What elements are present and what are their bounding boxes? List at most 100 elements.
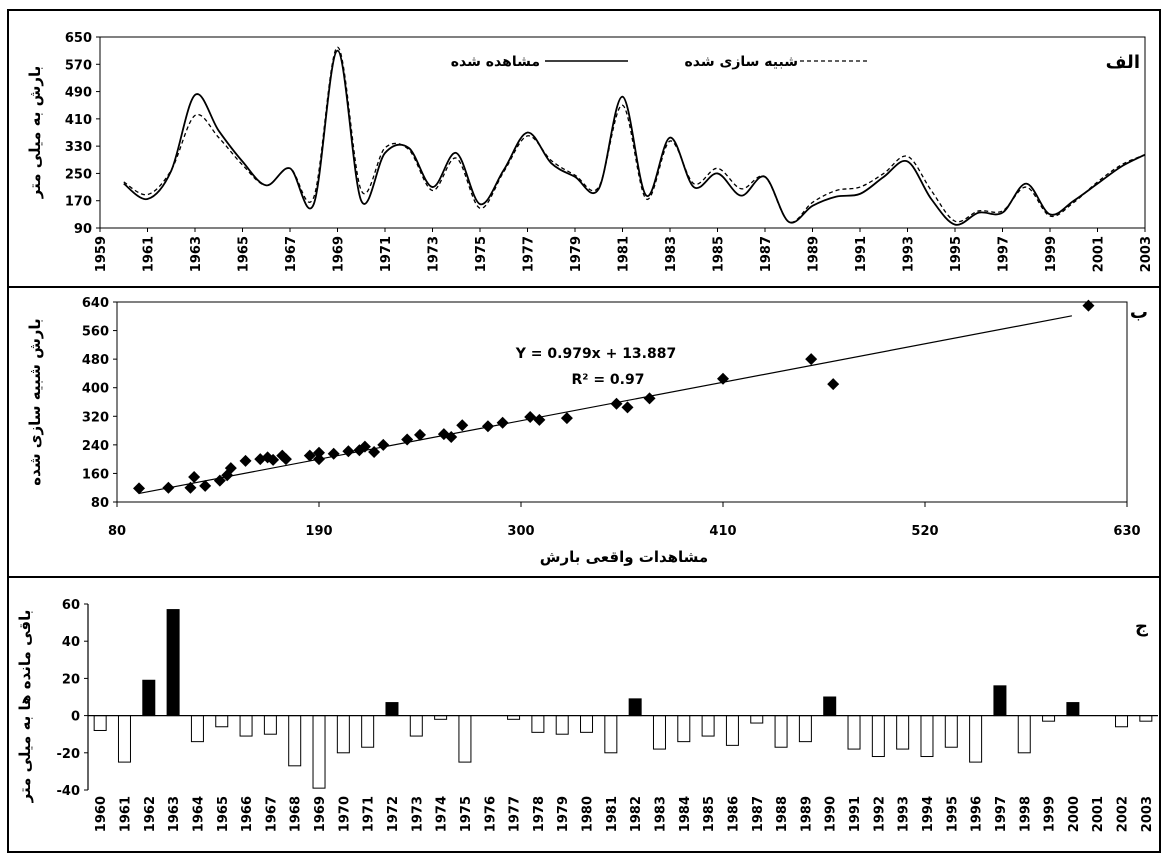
residual-bar <box>628 698 642 717</box>
scatter-point <box>560 412 573 425</box>
panel-c-xtick-label: 1960 <box>94 796 109 832</box>
panel-b-ytick-label: 560 <box>82 325 109 340</box>
panel-b-xtick-label: 410 <box>709 524 736 539</box>
panel-b-r-squared: R² = 0.97 <box>572 372 645 388</box>
residual-bar <box>896 715 910 750</box>
scatter-point <box>610 397 623 410</box>
residual-bar <box>93 715 107 731</box>
panel-c-frame <box>7 576 1161 853</box>
panel-c-xtick-label: 1986 <box>726 796 741 832</box>
panel-b-y-ticks: 80 160 240 320 400 480 560 640 <box>82 296 117 511</box>
scatter-point <box>481 420 494 433</box>
residual-bar <box>215 715 229 728</box>
panel-c-xtick-label: 1987 <box>751 796 766 832</box>
panel-a-legend: شبیه سازی شده مشاهده شده <box>451 54 868 70</box>
panel-c-xtick-label: 1977 <box>508 796 523 832</box>
legend-simulated-label: شبیه سازی شده <box>685 54 798 70</box>
panel-c-xtick-label: 2002 <box>1116 796 1131 832</box>
panel-a-xtick-label: 1989 <box>807 236 822 272</box>
panel-b-frame <box>7 286 1161 578</box>
panel-b: 80 160 240 320 400 480 560 640 80 190 300 410 520 63… <box>26 296 1148 566</box>
panel-c-xtick-label: 1970 <box>337 796 352 832</box>
observed-series-line <box>123 49 1146 226</box>
panel-a-xtick-label: 2003 <box>1139 236 1154 272</box>
panel-b-xtick-label: 190 <box>305 524 332 539</box>
panel-c-xtick-label: 1994 <box>921 796 936 832</box>
panel-c-xtick-label: 1972 <box>386 796 401 832</box>
residual-bar <box>798 715 812 743</box>
panel-b-xtick-label: 300 <box>507 524 534 539</box>
panel-b-x-ticks: 80 190 300 410 520 630 <box>108 502 1141 539</box>
panel-c-ytick-label: -20 <box>57 747 81 762</box>
panel-c-ytick-label: 40 <box>62 635 80 650</box>
panel-a-xtick-label: 1999 <box>1044 236 1059 272</box>
panel-b-plot-area <box>116 301 1128 503</box>
residual-bar <box>555 715 569 735</box>
panel-a-xtick-label: 1971 <box>379 236 394 272</box>
residual-bar <box>1042 715 1056 722</box>
scatter-point <box>162 481 175 494</box>
panel-c-xtick-label: 1985 <box>702 796 717 832</box>
residual-bar <box>166 609 180 717</box>
residual-bar <box>774 715 788 748</box>
residual-bar <box>701 715 715 737</box>
panel-c-ytick-label: 60 <box>62 598 80 613</box>
panel-a-xtick-label: 1963 <box>189 236 204 272</box>
residual-bar <box>750 715 764 724</box>
panel-a-ytick-label: 90 <box>74 222 92 237</box>
panel-b-equation: Y = 0.979x + 13.887 <box>515 346 676 362</box>
panel-a-xtick-label: 1987 <box>759 236 774 272</box>
panel-c-xtick-label: 2003 <box>1140 796 1155 832</box>
residual-bar <box>677 715 691 743</box>
residual-bar <box>117 715 131 763</box>
panel-a-series <box>123 46 1146 226</box>
residual-bar <box>263 715 277 735</box>
panel-c-xtick-label: 1965 <box>216 796 231 832</box>
panel-c-xtick-label: 1976 <box>483 796 498 832</box>
panel-a-xtick-label: 1993 <box>902 236 917 272</box>
panel-b-xtick-label: 630 <box>1113 524 1140 539</box>
panel-c-xtick-label: 1961 <box>118 796 133 832</box>
residual-bar <box>871 715 885 758</box>
scatter-point <box>327 447 340 460</box>
panel-c-xtick-label: 1978 <box>532 796 547 832</box>
residual-bar <box>239 715 253 737</box>
panel-c-x-ticks: 1960 1961 1962 1963 1964 1965 1966 1967 1968 1969… <box>94 796 1155 832</box>
panel-c-xtick-label: 1982 <box>629 796 644 832</box>
scatter-point <box>303 449 316 462</box>
panel-c-bars <box>93 609 1153 789</box>
panel-c-xtick-label: 1962 <box>143 796 158 832</box>
scatter-point <box>414 428 426 441</box>
panel-c-xtick-label: 1988 <box>775 796 790 832</box>
residual-bar <box>142 679 156 717</box>
scatter-point <box>133 482 146 495</box>
panel-c-y-ticks: -40 -20 0 20 40 60 <box>57 598 88 799</box>
panel-b-letter: ب <box>1130 302 1148 323</box>
residual-bar <box>409 715 423 737</box>
scatter-point <box>827 378 840 391</box>
panel-c-xtick-label: 1968 <box>289 796 304 832</box>
panel-a-x-ticks: 1959 1961 1963 1965 1967 1969 1971 1973 1975 1977… <box>94 228 1154 272</box>
scatter-point <box>1082 299 1095 312</box>
panel-c-xtick-label: 1991 <box>848 796 863 832</box>
panel-a-ytick-label: 410 <box>65 113 92 128</box>
residual-bar <box>385 702 399 717</box>
residual-bar <box>725 715 739 746</box>
panel-c-xtick-label: 1974 <box>435 796 450 832</box>
scatter-point <box>239 454 252 467</box>
panel-a-xtick-label: 1991 <box>854 236 869 272</box>
panel-a-frame <box>7 9 1161 288</box>
panel-a-xtick-label: 1983 <box>664 236 679 272</box>
panel-c-xtick-label: 1993 <box>897 796 912 832</box>
panel-b-ytick-label: 640 <box>82 296 109 311</box>
residual-bar <box>1017 715 1031 754</box>
scatter-point <box>224 462 237 475</box>
panel-a-xtick-label: 1995 <box>949 236 964 272</box>
panel-a-xtick-label: 1967 <box>284 236 299 272</box>
scatter-point <box>358 440 371 453</box>
panel-c-xtick-label: 2000 <box>1067 796 1082 832</box>
panel-b-ylabel: بارش شبیه سازی شده <box>26 318 44 485</box>
panel-a-ytick-label: 170 <box>65 195 92 210</box>
